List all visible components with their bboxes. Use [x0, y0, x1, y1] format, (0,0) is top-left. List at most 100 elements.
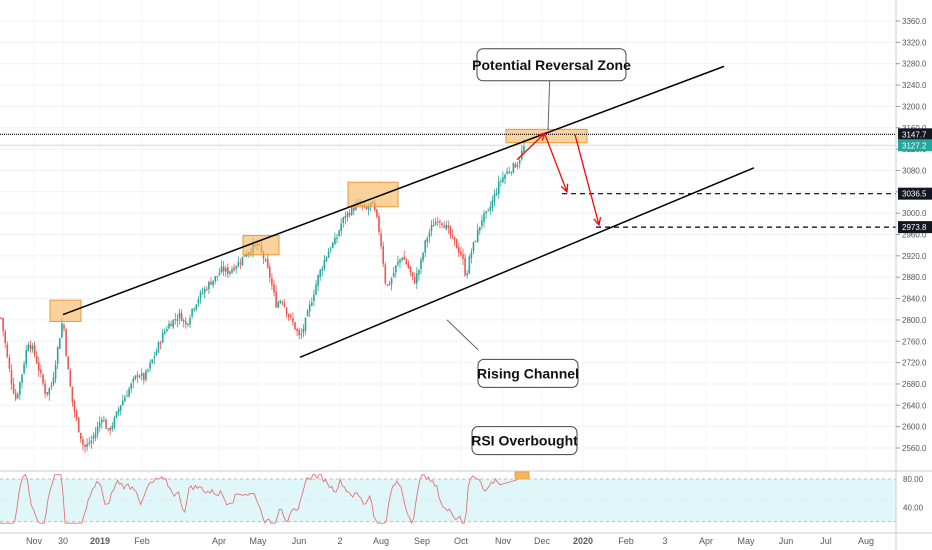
candle-body	[426, 238, 429, 243]
candle-body	[491, 200, 494, 208]
callout-pointer	[446, 319, 479, 351]
reversal-zone-box	[242, 235, 280, 256]
candle-body	[493, 194, 496, 202]
candle-body	[319, 270, 321, 277]
candle-body	[487, 209, 489, 211]
candle-body	[317, 275, 319, 286]
y-tick-label: 2920.0	[902, 252, 927, 261]
x-tick-label: Jul	[820, 536, 832, 546]
candle-body	[338, 230, 340, 236]
x-tick-label: Aug	[858, 536, 874, 546]
candle-body	[65, 329, 67, 356]
candle-body	[94, 433, 97, 438]
candle-body	[413, 277, 416, 284]
candle-body	[395, 265, 397, 273]
y-tick-label: 3160.0	[902, 124, 927, 133]
candle-body	[290, 315, 292, 318]
x-tick-label: Sep	[414, 536, 430, 546]
candle-body	[443, 225, 445, 228]
candle-body	[273, 284, 275, 293]
candle-body	[191, 308, 193, 317]
candle-body	[306, 310, 309, 317]
x-tick-label: Jun	[292, 536, 307, 546]
candle-body	[105, 419, 107, 429]
candle-body	[296, 328, 298, 332]
y-tick-label: 2680.0	[902, 380, 927, 389]
candle-body	[50, 385, 53, 387]
candle-body	[397, 261, 399, 265]
y-tick-label: 2720.0	[902, 359, 927, 368]
candle-body	[29, 344, 32, 349]
candle-body	[170, 323, 172, 327]
candle-body	[479, 226, 481, 231]
candle-body	[445, 224, 447, 230]
candle-body	[210, 282, 212, 285]
candle-body	[140, 373, 143, 376]
candle-body	[195, 304, 198, 309]
x-tick-label: 30	[58, 536, 68, 546]
callout-box	[471, 426, 578, 456]
price-axis[interactable]: 3360.03320.03280.03240.03200.03160.03120…	[895, 0, 932, 550]
candle-body	[411, 271, 414, 277]
candle-body	[126, 395, 128, 397]
candle-body	[82, 439, 84, 445]
candle-body	[464, 258, 466, 276]
candle-body	[224, 268, 227, 272]
candle-body	[447, 225, 450, 228]
candle-body	[281, 302, 284, 304]
price-badge-label: 3147.7	[902, 130, 927, 139]
candle-body	[164, 331, 166, 334]
candle-body	[46, 392, 48, 395]
y-tick-label: 3200.0	[902, 102, 927, 111]
candle-body	[88, 442, 90, 444]
candle-body	[304, 317, 307, 331]
candle-body	[67, 356, 69, 370]
candle-body	[75, 410, 78, 419]
candle-body	[23, 364, 25, 374]
candle-body	[77, 417, 80, 433]
candle-body	[231, 269, 233, 273]
candle-body	[453, 236, 456, 241]
candle-body	[218, 273, 221, 276]
candle-body	[235, 266, 237, 269]
candle-body	[92, 436, 95, 439]
rsi-line	[0, 473, 524, 525]
candle-body	[128, 388, 130, 397]
candle-body	[348, 212, 351, 216]
candle-body	[199, 292, 202, 299]
x-tick-label: Aug	[373, 536, 389, 546]
y-tick-label: 2640.0	[902, 401, 927, 410]
candle-body	[451, 235, 454, 237]
x-tick-label: 2	[337, 536, 342, 546]
callout-box	[477, 358, 579, 388]
candle-body	[69, 370, 72, 387]
arrow-head	[560, 183, 569, 194]
candle-body	[386, 284, 389, 286]
time-axis[interactable]: Nov 30 2019 Feb Apr May Jun 2 Aug Sep Oct Nov Dec 202…	[0, 532, 932, 546]
candle-body	[149, 362, 151, 369]
candle-body	[35, 355, 38, 364]
candle-body	[178, 312, 181, 319]
y-tick-label: 2560.0	[902, 444, 927, 453]
candle-body	[292, 318, 294, 323]
candle-body	[300, 333, 303, 335]
candle-body	[101, 419, 103, 423]
candle-body	[124, 397, 126, 402]
x-tick-label: 3	[662, 536, 667, 546]
candle-body	[151, 359, 153, 363]
candle-body	[376, 209, 378, 217]
candle-body	[277, 302, 279, 308]
x-tick-label: Apr	[699, 536, 713, 546]
candle-body	[382, 246, 384, 264]
candle-body	[227, 267, 229, 275]
candle-body	[474, 240, 477, 242]
candle-body	[434, 221, 437, 225]
candle-body	[134, 375, 137, 380]
candle-body	[430, 224, 433, 232]
y-tick-label: 3360.0	[902, 17, 927, 26]
candle-body	[390, 278, 393, 285]
rising-channel-lines	[62, 65, 755, 358]
candle-body	[342, 217, 345, 223]
